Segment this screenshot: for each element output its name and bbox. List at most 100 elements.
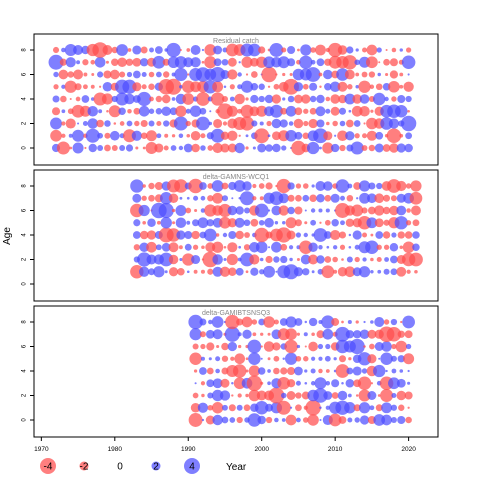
residual-bubble — [189, 352, 202, 365]
residual-bubble — [370, 233, 374, 237]
residual-bubble — [278, 205, 289, 216]
residual-bubble — [307, 414, 319, 426]
residual-bubble — [267, 357, 271, 361]
panel-title: delta-GAMIBTSNSQ3 — [202, 310, 270, 317]
residual-bubble — [347, 393, 352, 398]
residual-bubble — [91, 73, 95, 76]
residual-bubble — [163, 120, 170, 127]
residual-bubble — [311, 332, 315, 337]
residual-bubble — [340, 220, 345, 226]
residual-bubble — [250, 83, 259, 91]
residual-bubble — [405, 183, 412, 189]
residual-bubble — [165, 78, 182, 95]
residual-bubble — [319, 146, 322, 150]
residual-bubble — [81, 95, 90, 103]
residual-bubble — [341, 258, 344, 261]
residual-bubble — [378, 357, 381, 360]
residual-bubble — [388, 80, 400, 93]
residual-bubble — [122, 79, 137, 94]
residual-bubble — [212, 142, 223, 154]
residual-bubble — [302, 194, 310, 202]
residual-bubble — [405, 47, 412, 53]
residual-bubble — [229, 417, 236, 423]
residual-bubble — [148, 83, 155, 90]
residual-bubble — [308, 317, 318, 327]
residual-bubble — [98, 109, 103, 114]
residual-bubble — [148, 182, 155, 190]
residual-bubble — [358, 180, 371, 192]
residual-bubble — [361, 145, 368, 151]
residual-bubble — [77, 122, 80, 125]
residual-bubble — [174, 67, 188, 82]
residual-bubble — [404, 143, 413, 153]
residual-bubble — [207, 392, 214, 399]
residual-bubble — [390, 404, 398, 411]
residual-bubble — [204, 44, 217, 56]
residual-bubble — [338, 107, 347, 115]
y-tick-label: 8 — [22, 184, 28, 188]
residual-bubble — [191, 254, 201, 265]
residual-bubble — [238, 134, 241, 137]
residual-bubble — [331, 143, 340, 153]
residual-bubble — [236, 416, 243, 424]
residual-bubble — [285, 217, 297, 229]
residual-bubble — [131, 130, 142, 141]
residual-bubble — [407, 109, 410, 113]
residual-bubble — [318, 245, 323, 250]
residual-bubble — [296, 258, 300, 261]
residual-bubble — [139, 266, 150, 277]
residual-bubble — [73, 44, 84, 56]
residual-bubble — [175, 217, 187, 229]
residual-bubble — [367, 391, 377, 400]
residual-bubble — [209, 110, 212, 113]
residual-bubble — [149, 47, 154, 53]
residual-bubble — [317, 343, 324, 350]
residual-bubble — [171, 134, 176, 138]
residual-bubble — [369, 84, 375, 89]
residual-bubble — [390, 255, 398, 264]
residual-bubble — [203, 228, 217, 242]
residual-bubble — [390, 195, 397, 202]
residual-bubble — [234, 353, 246, 365]
residual-bubble — [405, 416, 412, 424]
residual-bubble — [375, 83, 383, 91]
residual-bubble — [220, 143, 230, 153]
residual-bubble — [256, 105, 268, 117]
residual-bubble — [193, 195, 199, 201]
residual-bubble — [395, 105, 408, 118]
residual-bubble — [303, 108, 309, 114]
residual-bubble — [271, 241, 282, 253]
residual-bubble — [396, 266, 407, 277]
residual-bubble — [147, 218, 156, 228]
residual-bubble — [140, 46, 148, 54]
residual-bubble — [172, 221, 176, 225]
y-tick-label: 2 — [22, 121, 28, 125]
residual-bubble — [304, 209, 307, 212]
residual-bubble — [285, 328, 297, 341]
residual-bubble — [258, 95, 265, 103]
residual-bubble — [325, 343, 331, 350]
residual-bubble — [339, 144, 346, 152]
residual-bubble — [319, 418, 322, 422]
residual-bubble — [269, 43, 284, 57]
residual-bubble — [308, 254, 319, 265]
residual-bubble — [325, 96, 331, 102]
residual-bubble — [287, 45, 296, 55]
residual-bubble — [330, 106, 340, 116]
residual-bubble — [226, 253, 238, 266]
residual-bubble — [397, 355, 405, 363]
residual-bubble — [285, 316, 297, 328]
residual-bubble — [103, 70, 112, 79]
residual-bubble — [245, 73, 249, 76]
residual-bubble — [48, 54, 64, 70]
residual-bubble — [148, 108, 155, 114]
residual-bubble — [207, 268, 214, 275]
residual-bubble — [345, 131, 355, 141]
residual-bubble — [174, 56, 187, 69]
residual-bubble — [221, 182, 229, 190]
residual-bubble — [389, 243, 399, 252]
residual-bubble — [380, 117, 393, 130]
residual-bubble — [333, 357, 337, 361]
y-tick-label: 0 — [22, 282, 28, 286]
